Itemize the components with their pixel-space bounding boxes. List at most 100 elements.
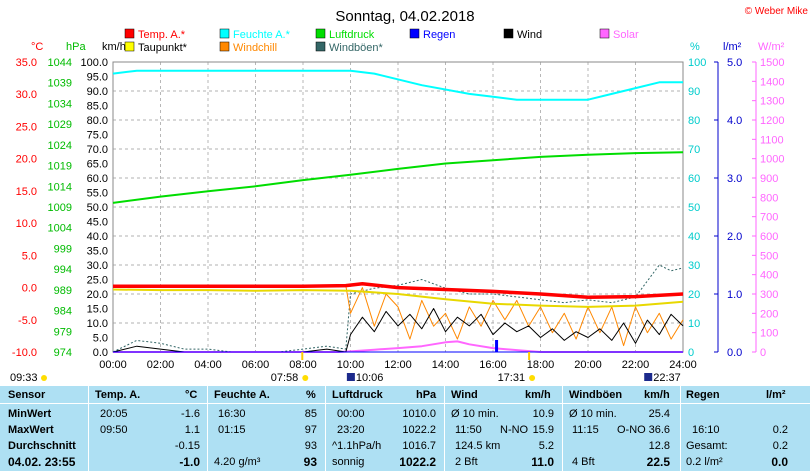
axis-tick-solar: 300 [760, 289, 778, 301]
weather-chart: Sonntag, 04.02.2018 © Weber Mike Temp. A… [10, 6, 809, 384]
chart-title: Sonntag, 04.02.2018 [335, 8, 474, 25]
legend-swatch [503, 28, 514, 39]
moonrise-icon [644, 373, 653, 381]
x-tick-label: 22:00 [622, 359, 650, 371]
axis-header-humidity: % [690, 41, 700, 53]
temp-max-time: 09:50 [100, 424, 128, 436]
axis-tick-pressure: 1039 [48, 78, 72, 90]
x-tick-label: 24:00 [669, 359, 697, 371]
axis-tick-pressure: 1009 [48, 202, 72, 214]
axis-tick-wind: 55.0 [87, 188, 108, 200]
axis-tick-humidity: 80 [688, 115, 700, 127]
sunrise-icon [302, 375, 309, 381]
wind-distance: 124.5 km [455, 440, 501, 452]
hum-max-value: 97 [304, 424, 317, 436]
legend-swatch [219, 41, 230, 52]
data-table: Sensor Temp. A. °C Feuchte A. % Luftdruc… [0, 386, 810, 471]
legend-swatch [599, 28, 610, 39]
hdr-rain-unit: l/m² [766, 389, 786, 401]
rain-rate: 0.2 l/m² [686, 456, 723, 468]
axis-tick-pressure: 1044 [48, 57, 72, 69]
x-tick-label: 18:00 [527, 359, 555, 371]
hdr-wind: Wind [451, 389, 478, 401]
axis-tick-solar: 1200 [760, 115, 784, 127]
legend-label: Taupunkt* [138, 42, 188, 54]
axis-tick-pressure: 1019 [48, 161, 72, 173]
series-line-taupunkt [112, 288, 684, 308]
axis-tick-temp: 35.0 [16, 57, 37, 69]
temp-now-value: -1.0 [179, 455, 200, 469]
axis-tick-rain: 2.0 [727, 231, 742, 243]
wind-now-value: 11.0 [531, 455, 554, 469]
x-tick-label: 00:00 [99, 359, 127, 371]
axis-tick-pressure: 1029 [48, 119, 72, 131]
sun-icon [41, 375, 47, 381]
annot-moonset: 10:06 [356, 372, 384, 384]
axis-tick-pressure: 1034 [48, 98, 72, 110]
rain-bar [495, 340, 499, 352]
axis-tick-pressure: 1024 [48, 140, 72, 152]
axis-tick-solar: 1500 [760, 57, 784, 69]
axis-tick-temp: -5.0 [18, 315, 37, 327]
axis-tick-rain: 1.0 [727, 289, 742, 301]
row-now-label: 04.02. 23:55 [8, 455, 76, 469]
axis-tick-humidity: 70 [688, 144, 700, 156]
axis-header-temp: °C [31, 41, 43, 53]
legend-swatch [219, 28, 230, 39]
hum-min-time: 16:30 [218, 408, 246, 420]
x-tick-label: 20:00 [574, 359, 602, 371]
legend-label: Regen [423, 29, 455, 41]
axis-tick-solar: 400 [760, 270, 778, 282]
rain-total-value: 0.2 [772, 440, 788, 452]
rain-now-value: 0.0 [771, 455, 788, 469]
hdr-sensor: Sensor [8, 389, 46, 401]
axis-tick-rain: 5.0 [727, 57, 742, 69]
axis-tick-rain: 4.0 [727, 115, 742, 127]
axis-tick-wind: 15.0 [87, 304, 108, 316]
series-line-tempa [113, 281, 684, 299]
axis-tick-humidity: 60 [688, 173, 700, 185]
series-line-luftdruck [112, 151, 684, 204]
axis-header-solar: W/m² [758, 41, 785, 53]
axis-tick-wind: 25.0 [87, 275, 108, 287]
hdr-hum: Feuchte A. [214, 389, 270, 401]
hum-avg-value: 93 [304, 440, 317, 452]
hum-max-time: 01:15 [218, 424, 246, 436]
axis-header-rain: l/m² [723, 41, 742, 53]
axis-tick-pressure: 1014 [48, 181, 72, 193]
hdr-temp-unit: °C [185, 389, 198, 401]
axis-tick-wind: 100.0 [80, 57, 108, 69]
annot-sunrise: 07:58 [271, 372, 299, 384]
axis-tick-humidity: 0 [688, 347, 694, 359]
series-line-windben [112, 264, 684, 353]
hdr-rain: Regen [686, 389, 720, 401]
row-min-label: MinWert [8, 408, 52, 420]
hdr-press: Luftdruck [332, 389, 383, 401]
axis-tick-wind: 85.0 [87, 101, 108, 113]
axis-tick-wind: 90.0 [87, 86, 108, 98]
axis-tick-wind: 70.0 [87, 144, 108, 156]
hdr-temp: Temp. A. [95, 389, 141, 401]
axis-header-wind: km/h [102, 41, 126, 53]
axis-tick-solar: 600 [760, 231, 778, 243]
axis-tick-wind: 80.0 [87, 115, 108, 127]
hdr-hum-unit: % [306, 389, 316, 401]
legend-label: Windböen* [329, 42, 384, 54]
press-avg-value: 1016.7 [402, 440, 436, 452]
axis-tick-rain: 0.0 [727, 347, 742, 359]
axis-tick-humidity: 90 [688, 86, 700, 98]
axis-tick-humidity: 20 [688, 289, 700, 301]
legend-label: Feuchte A.* [233, 29, 291, 41]
copyright: © Weber Mike [745, 6, 809, 17]
axis-tick-pressure: 994 [54, 264, 72, 276]
axis-tick-temp: 25.0 [16, 121, 37, 133]
x-tick-label: 14:00 [432, 359, 460, 371]
x-tick-label: 04:00 [194, 359, 222, 371]
legend-swatch [124, 28, 135, 39]
wind-max-dir: N-NO [500, 424, 529, 436]
axis-tick-temp: 20.0 [16, 154, 37, 166]
x-tick-label: 06:00 [242, 359, 270, 371]
legend-swatch [315, 41, 326, 52]
legend-label: Temp. A.* [138, 29, 186, 41]
gust-avg-label: Ø 10 min. [569, 408, 617, 420]
